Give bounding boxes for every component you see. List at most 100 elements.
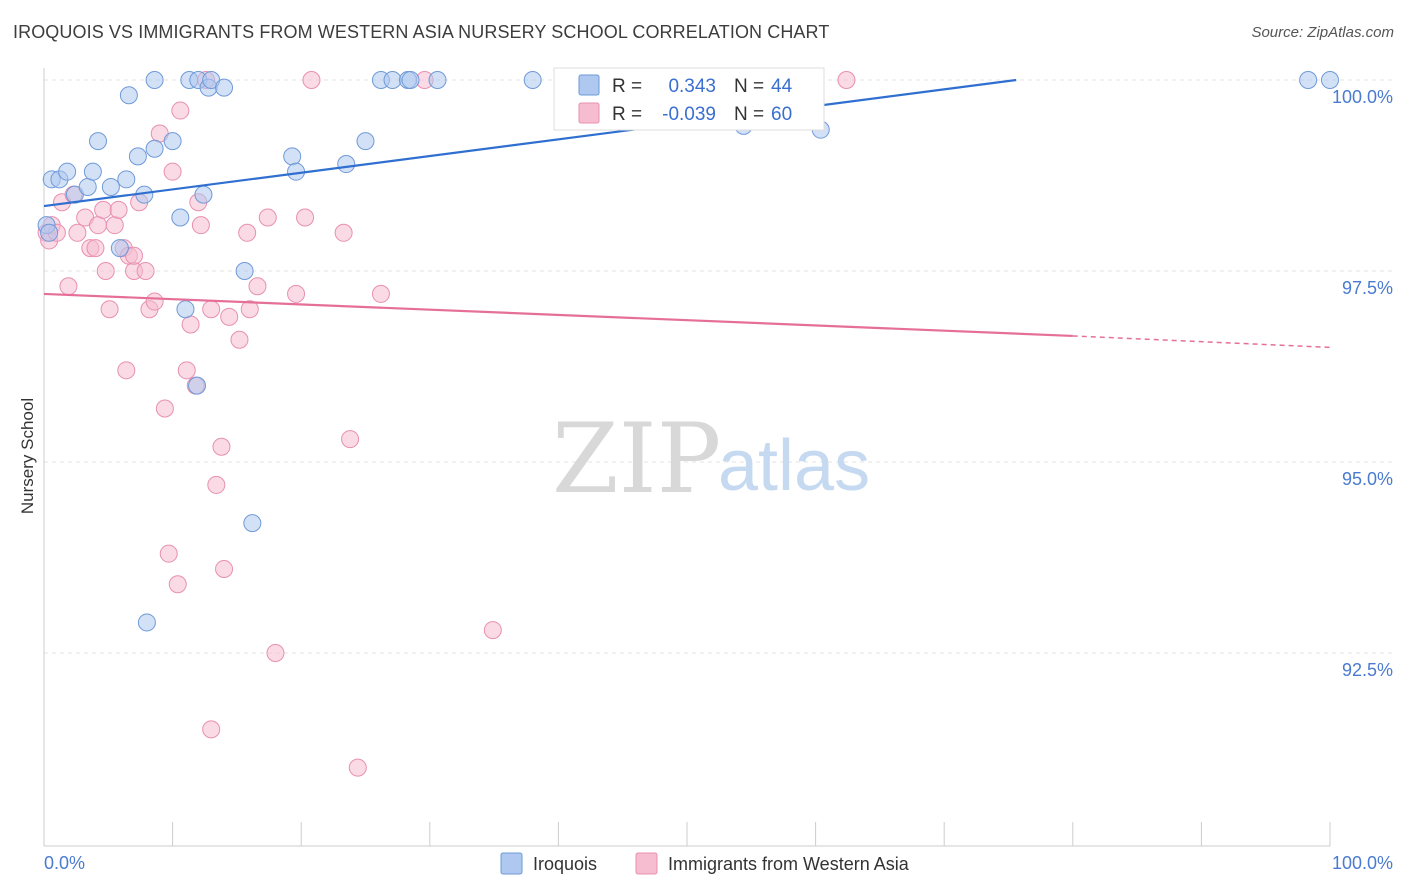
- bottom-legend-label-iroquois: Iroquois: [533, 854, 597, 874]
- iroquois-point-13: [128, 147, 147, 166]
- immigrants-point-36: [202, 300, 221, 319]
- immigrants-point-37: [207, 475, 226, 494]
- immigrants-point-7: [68, 223, 87, 242]
- immigrants-point-38: [212, 437, 231, 456]
- y-tick-label-1: 95.0%: [1342, 469, 1393, 489]
- immigrants-point-12: [96, 262, 115, 280]
- immigrants-point-40: [220, 307, 239, 326]
- bottom-legend-swatch-iroquois: [500, 852, 523, 875]
- watermark-zip: ZIP: [552, 403, 721, 515]
- immigrants-point-14: [105, 216, 124, 235]
- iroquois-point-8: [89, 132, 108, 151]
- gridlines: [44, 79, 1395, 654]
- immigrants-point-59: [240, 300, 259, 319]
- immigrants-point-58: [86, 239, 105, 258]
- immigrants-point-51: [348, 758, 367, 777]
- trend-line-immigrants: [43, 292, 1073, 338]
- immigrants-point-50: [341, 430, 360, 449]
- iroquois-point-37: [523, 71, 542, 89]
- series-iroquois-points: [37, 71, 1339, 632]
- iroquois-point-27: [235, 262, 254, 280]
- iroquois-point-1: [40, 223, 59, 242]
- iroquois-point-23: [194, 185, 213, 204]
- iroquois-point-15: [145, 71, 164, 89]
- immigrants-point-27: [163, 162, 182, 181]
- iroquois-point-32: [356, 132, 375, 151]
- y-axis-title: Nursery School: [18, 398, 37, 514]
- iroquois-point-36: [428, 71, 447, 89]
- y-tick-label-3: 100.0%: [1332, 87, 1393, 107]
- iroquois-point-18: [171, 208, 190, 227]
- x-tick-label-min: 0.0%: [44, 853, 85, 873]
- watermark: ZIP atlas: [552, 403, 870, 515]
- x-ticks: [43, 822, 1331, 846]
- immigrants-point-17: [117, 361, 136, 380]
- immigrants-point-30: [177, 361, 196, 380]
- immigrants-point-55: [837, 71, 856, 89]
- trend-line-immigrants-extension: [1072, 335, 1331, 349]
- iroquois-point-40: [1321, 71, 1339, 89]
- iroquois-point-34: [383, 71, 402, 89]
- series-legend: Iroquois Immigrants from Western Asia: [500, 852, 910, 875]
- iroquois-point-6: [78, 177, 97, 196]
- series-immigrants-western-asia-points: [37, 71, 856, 777]
- immigrants-point-52: [371, 284, 390, 303]
- bottom-legend-swatch-immigrants: [635, 852, 658, 875]
- y-tick-label-0: 92.5%: [1342, 660, 1393, 680]
- iroquois-point-12: [119, 86, 138, 105]
- immigrants-point-25: [155, 399, 174, 418]
- legend-r-value-1: 0.343: [668, 76, 716, 97]
- immigrants-point-41: [230, 330, 249, 349]
- y-tick-label-2: 97.5%: [1342, 278, 1393, 298]
- legend-n-value-2: 60: [771, 104, 792, 125]
- legend-n-value-1: 44: [771, 76, 793, 97]
- immigrants-point-31: [181, 315, 200, 334]
- iroquois-point-11: [117, 170, 136, 189]
- correlation-legend: R = 0.343 N = 44 R = -0.039 N = 60: [553, 67, 825, 131]
- chart-source: Source: ZipAtlas.com: [1251, 24, 1394, 41]
- iroquois-point-16: [145, 139, 164, 158]
- chart-title: IROQUOIS VS IMMIGRANTS FROM WESTERN ASIA…: [13, 22, 830, 42]
- immigrants-point-15: [109, 200, 128, 219]
- immigrants-point-13: [100, 300, 119, 319]
- iroquois-point-17: [163, 132, 182, 151]
- immigrants-point-34: [191, 216, 210, 235]
- immigrants-point-5: [59, 277, 78, 296]
- y-tick-labels: 92.5% 95.0% 97.5% 100.0%: [1332, 87, 1393, 680]
- immigrants-point-45: [266, 644, 285, 662]
- legend-swatch-iroquois: [578, 74, 600, 96]
- immigrants-point-48: [302, 71, 321, 89]
- immigrants-point-42: [238, 223, 257, 242]
- immigrants-point-44: [258, 208, 277, 227]
- immigrants-point-49: [334, 223, 353, 242]
- legend-r-value-2: -0.039: [662, 104, 716, 125]
- immigrants-point-43: [248, 277, 267, 296]
- immigrants-point-26: [159, 544, 178, 563]
- immigrants-point-39: [215, 559, 234, 578]
- trend-line-iroquois: [43, 78, 1017, 208]
- immigrants-point-29: [171, 101, 190, 120]
- immigrants-point-46: [287, 284, 306, 303]
- iroquois-point-41: [137, 613, 156, 632]
- legend-r-label-2: R =: [612, 104, 642, 125]
- x-tick-label-max: 100.0%: [1332, 853, 1393, 873]
- immigrants-point-57: [125, 246, 144, 265]
- iroquois-point-7: [83, 162, 102, 181]
- iroquois-point-28: [243, 514, 262, 533]
- watermark-atlas: atlas: [718, 426, 870, 506]
- iroquois-point-29: [283, 147, 302, 166]
- iroquois-point-10: [110, 239, 129, 258]
- iroquois-point-31: [337, 155, 356, 174]
- immigrants-point-21: [136, 262, 155, 280]
- immigrants-point-54: [483, 621, 502, 640]
- legend-r-label-1: R =: [612, 76, 642, 97]
- immigrants-point-28: [168, 575, 187, 594]
- immigrants-point-47: [296, 208, 315, 227]
- bottom-legend-label-immigrants: Immigrants from Western Asia: [668, 854, 910, 874]
- immigrants-point-56: [202, 720, 221, 739]
- legend-n-label-2: N =: [734, 104, 764, 125]
- iroquois-point-42: [401, 71, 420, 89]
- iroquois-point-4: [58, 162, 77, 181]
- iroquois-point-26: [215, 78, 234, 97]
